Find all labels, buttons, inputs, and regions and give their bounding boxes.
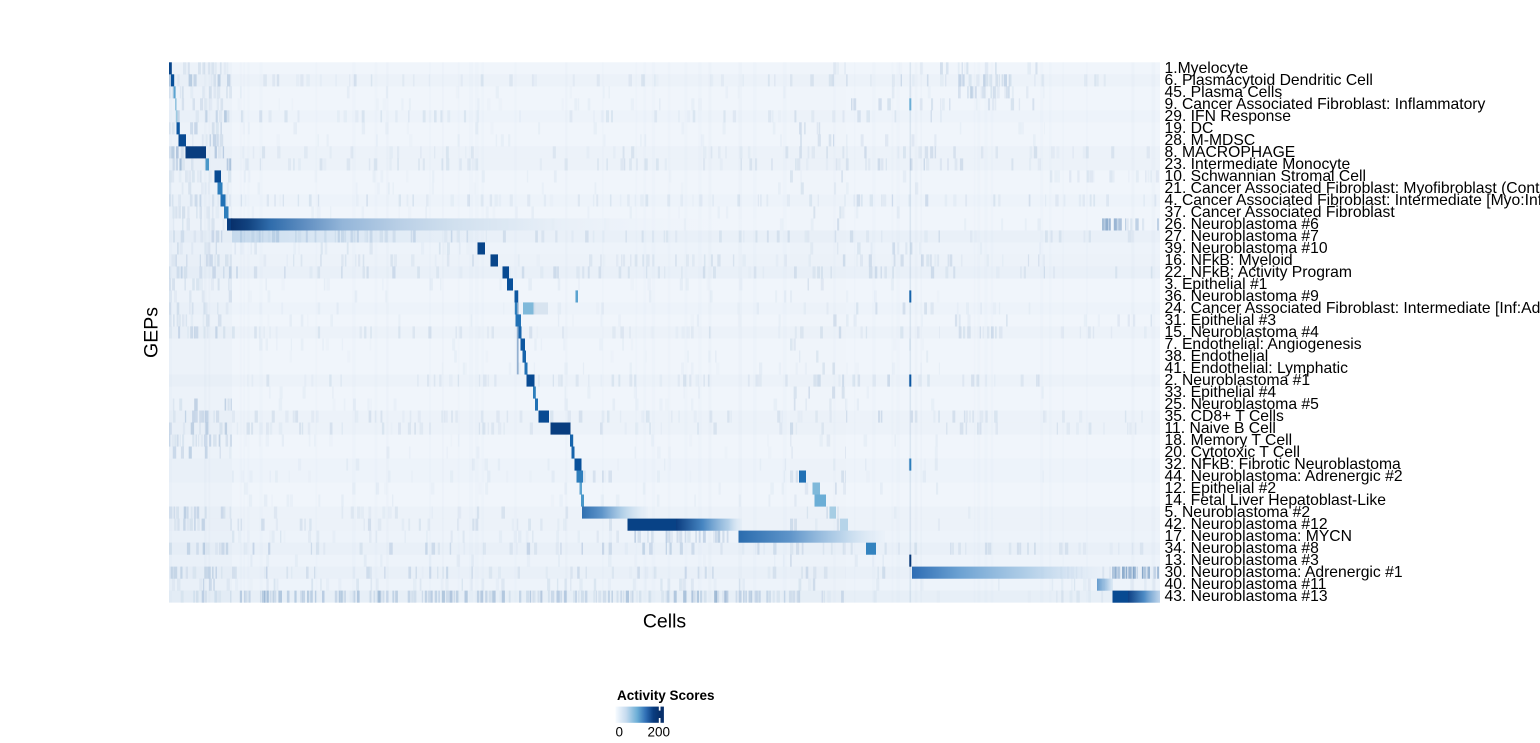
svg-text:21. Cancer Associated Fibrobla: 21. Cancer Associated Fibroblast: Myofib… bbox=[1165, 180, 1540, 197]
svg-text:8. MACROPHAGE: 8. MACROPHAGE bbox=[1165, 144, 1296, 161]
svg-text:35. CD8+ T Cells: 35. CD8+ T Cells bbox=[1165, 408, 1284, 425]
svg-text:20. Cytotoxic T Cell: 20. Cytotoxic T Cell bbox=[1165, 444, 1300, 461]
svg-text:19. DC: 19. DC bbox=[1165, 120, 1214, 137]
svg-text:0: 0 bbox=[615, 725, 623, 740]
svg-text:43. Neuroblastoma #13: 43. Neuroblastoma #13 bbox=[1165, 588, 1328, 605]
svg-text:18. Memory T Cell: 18. Memory T Cell bbox=[1165, 432, 1293, 449]
svg-text:Cells: Cells bbox=[643, 611, 687, 633]
svg-text:30. Neuroblastoma: Adrenergic: 30. Neuroblastoma: Adrenergic #1 bbox=[1165, 564, 1403, 581]
svg-text:Activity Scores: Activity Scores bbox=[617, 688, 715, 703]
svg-text:36. Neuroblastoma #9: 36. Neuroblastoma #9 bbox=[1165, 288, 1319, 305]
svg-text:41. Endothelial: Lymphatic: 41. Endothelial: Lymphatic bbox=[1165, 360, 1349, 377]
svg-text:31. Epithelial #3: 31. Epithelial #3 bbox=[1165, 312, 1277, 329]
svg-text:17. Neuroblastoma: MYCN: 17. Neuroblastoma: MYCN bbox=[1165, 528, 1352, 545]
svg-text:44. Neuroblastoma: Adrenergic: 44. Neuroblastoma: Adrenergic #2 bbox=[1165, 468, 1403, 485]
svg-text:26. Neuroblastoma #6: 26. Neuroblastoma #6 bbox=[1165, 216, 1320, 233]
svg-text:13. Neuroblastoma #3: 13. Neuroblastoma #3 bbox=[1165, 552, 1320, 569]
svg-text:16. NFkB: Myeloid: 16. NFkB: Myeloid bbox=[1165, 252, 1293, 269]
svg-text:10. Schwannian Stromal Cell: 10. Schwannian Stromal Cell bbox=[1165, 168, 1366, 185]
svg-text:9. Cancer Associated Fibroblas: 9. Cancer Associated Fibroblast: Inflamm… bbox=[1165, 96, 1486, 113]
svg-text:24. Cancer Associated Fibrobla: 24. Cancer Associated Fibroblast: Interm… bbox=[1165, 300, 1540, 317]
svg-text:2. Neuroblastoma #1: 2. Neuroblastoma #1 bbox=[1165, 372, 1311, 389]
svg-text:6. Plasmacytoid Dendritic Cell: 6. Plasmacytoid Dendritic Cell bbox=[1165, 72, 1373, 89]
svg-text:3. Epithelial #1: 3. Epithelial #1 bbox=[1165, 276, 1268, 293]
svg-text:34. Neuroblastoma #8: 34. Neuroblastoma #8 bbox=[1165, 540, 1320, 557]
svg-text:11. Naive B Cell: 11. Naive B Cell bbox=[1165, 420, 1276, 437]
svg-text:37. Cancer Associated Fibrobla: 37. Cancer Associated Fibroblast bbox=[1165, 204, 1396, 221]
svg-text:5. Neuroblastoma #2: 5. Neuroblastoma #2 bbox=[1165, 504, 1311, 521]
svg-text:23. Intermediate Monocyte: 23. Intermediate Monocyte bbox=[1165, 156, 1351, 173]
svg-text:GEPs: GEPs bbox=[141, 307, 163, 358]
svg-text:7. Endothelial: Angiogenesis: 7. Endothelial: Angiogenesis bbox=[1165, 336, 1362, 353]
svg-text:45. Plasma Cells: 45. Plasma Cells bbox=[1165, 84, 1283, 101]
svg-text:25. Neuroblastoma #5: 25. Neuroblastoma #5 bbox=[1165, 396, 1320, 413]
svg-text:39. Neuroblastoma #10: 39. Neuroblastoma #10 bbox=[1165, 240, 1328, 257]
svg-text:38. Endothelial: 38. Endothelial bbox=[1165, 348, 1269, 365]
svg-text:22. NFkB: Activity Program: 22. NFkB: Activity Program bbox=[1165, 264, 1352, 281]
svg-text:4. Cancer Associated Fibroblas: 4. Cancer Associated Fibroblast: Interme… bbox=[1165, 192, 1540, 209]
svg-text:33. Epithelial #4: 33. Epithelial #4 bbox=[1165, 384, 1277, 401]
svg-text:28. M-MDSC: 28. M-MDSC bbox=[1165, 132, 1256, 149]
svg-text:27. Neuroblastoma #7: 27. Neuroblastoma #7 bbox=[1165, 228, 1319, 245]
svg-text:12. Epithelial #2: 12. Epithelial #2 bbox=[1165, 480, 1277, 497]
svg-text:200: 200 bbox=[648, 725, 671, 740]
svg-text:40. Neuroblastoma #11: 40. Neuroblastoma #11 bbox=[1165, 576, 1327, 593]
svg-text:1.Myelocyte: 1.Myelocyte bbox=[1165, 60, 1249, 77]
svg-text:15. Neuroblastoma #4: 15. Neuroblastoma #4 bbox=[1165, 324, 1320, 341]
svg-text:32. NFkB: Fibrotic Neuroblasto: 32. NFkB: Fibrotic Neuroblastoma bbox=[1165, 456, 1402, 473]
svg-text:29. IFN Response: 29. IFN Response bbox=[1165, 108, 1292, 125]
svg-text:42. Neuroblastoma #12: 42. Neuroblastoma #12 bbox=[1165, 516, 1328, 533]
svg-text:14. Fetal Liver Hepatoblast-Li: 14. Fetal Liver Hepatoblast-Like bbox=[1165, 492, 1387, 509]
